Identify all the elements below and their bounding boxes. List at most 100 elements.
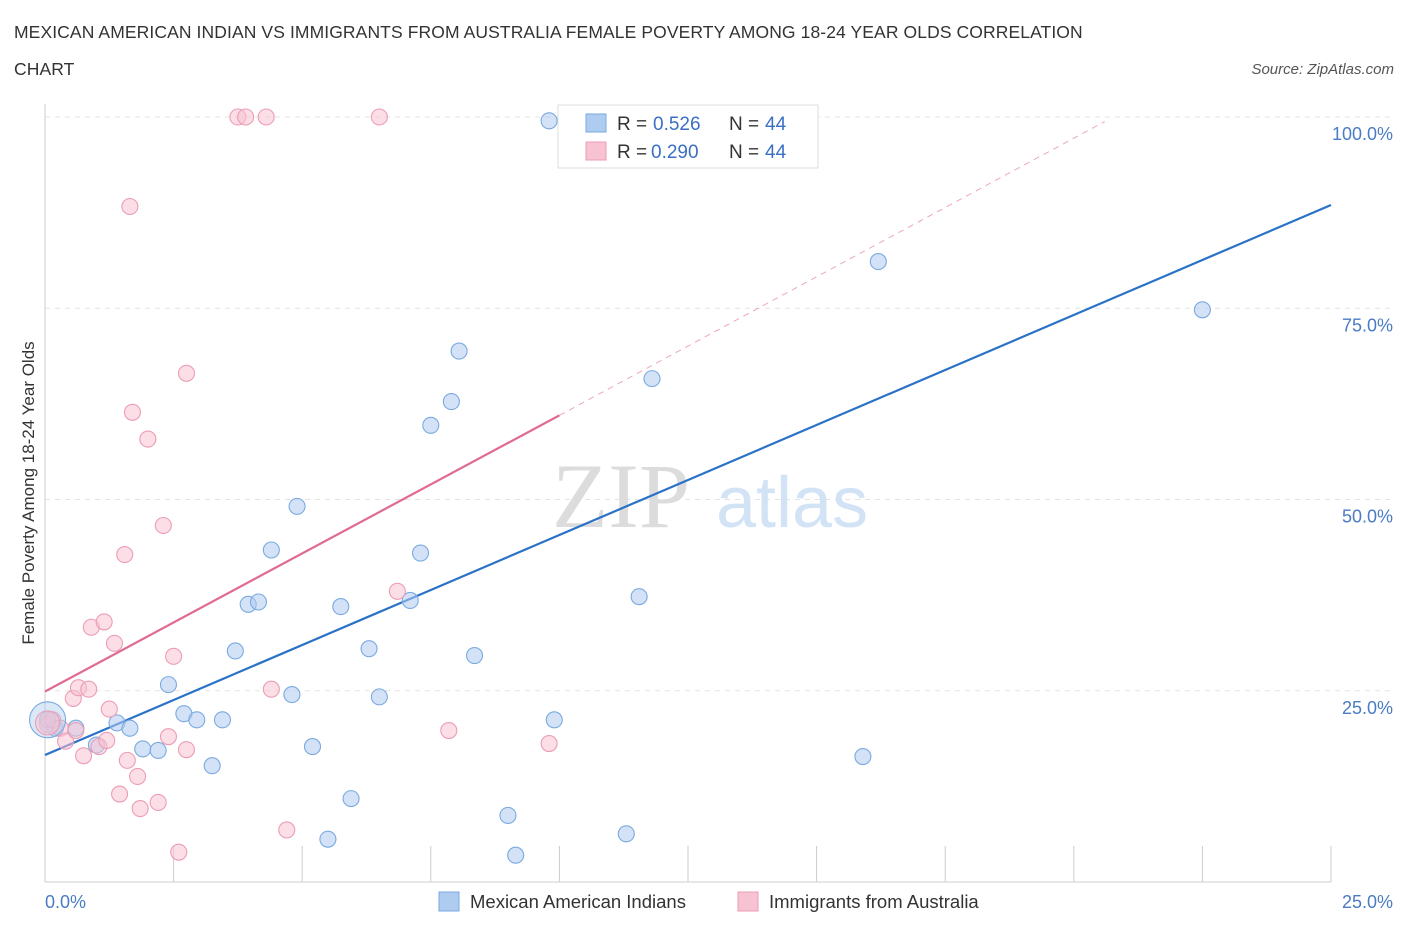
watermark-atlas: atlas bbox=[716, 463, 868, 543]
legend-swatch-immigrants-from-australia bbox=[737, 891, 759, 912]
point-immigrants-from-australia bbox=[370, 108, 388, 126]
point-mexican-american-indians bbox=[159, 676, 178, 694]
stats-legend-pink-swatch bbox=[585, 141, 607, 161]
point-immigrants-from-australia bbox=[159, 728, 178, 746]
point-mexican-american-indians bbox=[249, 593, 268, 611]
point-immigrants-from-australia bbox=[100, 700, 118, 718]
x-tick-labels: 0.0% 25.0% bbox=[45, 892, 1393, 912]
stats-legend-row-pink: R = 0.290 N = 44 bbox=[585, 141, 787, 163]
point-mexican-american-indians bbox=[450, 342, 468, 360]
series-legend: Mexican American Indians Immigrants from… bbox=[438, 891, 979, 912]
point-immigrants-from-australia bbox=[177, 741, 196, 759]
point-immigrants-from-australia bbox=[95, 613, 113, 631]
point-immigrants-from-australia bbox=[540, 734, 558, 753]
point-immigrants-from-australia bbox=[170, 843, 188, 861]
legend-swatch-mexican-american-indians bbox=[438, 891, 460, 912]
point-mexican-american-indians bbox=[545, 711, 563, 729]
x-tick-label-start: 0.0% bbox=[45, 892, 86, 912]
point-immigrants-from-australia bbox=[257, 108, 275, 126]
point-mexican-american-indians bbox=[332, 598, 350, 616]
trendline-mexican-american-indians bbox=[44, 203, 1332, 757]
point-mexican-american-indians bbox=[422, 416, 440, 434]
point-mexican-american-indians bbox=[507, 846, 525, 864]
trendline-immigrants-from-australia-extension bbox=[559, 121, 1105, 416]
point-immigrants-from-australia bbox=[440, 721, 458, 740]
point-mexican-american-indians bbox=[319, 830, 337, 848]
point-mexican-american-indians bbox=[643, 370, 661, 388]
y-tick-label: 25.0% bbox=[1342, 698, 1393, 718]
axes bbox=[44, 104, 1332, 883]
stats-legend: R = 0.526 N = 44 R = 0.290 N = 44 bbox=[557, 104, 819, 169]
point-immigrants-from-australia bbox=[80, 680, 98, 698]
point-immigrants-from-australia bbox=[116, 546, 134, 564]
stats-legend-blue-r-value: 0.526 bbox=[653, 114, 701, 135]
point-immigrants-from-australia bbox=[105, 634, 123, 652]
stats-legend-row-blue: R = 0.526 N = 44 bbox=[585, 113, 787, 135]
point-mexican-american-indians bbox=[262, 541, 280, 559]
point-mexican-american-indians bbox=[869, 253, 887, 271]
point-immigrants-from-australia bbox=[118, 751, 136, 769]
point-immigrants-from-australia bbox=[57, 732, 75, 750]
legend-label-mexican-american-indians: Mexican American Indians bbox=[470, 891, 686, 912]
point-mexican-american-indians bbox=[360, 640, 378, 658]
point-mexican-american-indians bbox=[283, 686, 301, 704]
point-mexican-american-indians bbox=[465, 647, 484, 665]
point-mexican-american-indians bbox=[149, 741, 167, 759]
point-mexican-american-indians bbox=[442, 393, 460, 411]
y-tick-label: 50.0% bbox=[1342, 507, 1393, 527]
y-tick-label: 100.0% bbox=[1332, 124, 1393, 144]
y-tick-labels: 100.0% 75.0% 50.0% 25.0% bbox=[1332, 124, 1393, 718]
chart-title-line-2: CHART bbox=[14, 59, 75, 79]
point-immigrants-from-australia bbox=[129, 767, 147, 785]
point-mexican-american-indians bbox=[854, 747, 872, 766]
point-immigrants-from-australia bbox=[121, 197, 139, 216]
y-tick-label: 75.0% bbox=[1342, 315, 1393, 335]
point-immigrants-from-australia bbox=[237, 108, 255, 126]
watermark: ZIP atlas bbox=[552, 445, 868, 547]
point-mexican-american-indians bbox=[617, 825, 635, 843]
trend-lines bbox=[44, 121, 1332, 757]
point-mexican-american-indians bbox=[213, 711, 232, 729]
point-immigrants-from-australia bbox=[139, 430, 157, 448]
point-mexican-american-indians bbox=[370, 688, 388, 706]
point-mexican-american-indians bbox=[134, 740, 152, 758]
point-mexican-american-indians bbox=[1193, 301, 1211, 319]
point-immigrants-from-australia bbox=[177, 364, 196, 382]
point-immigrants-from-australia bbox=[123, 403, 141, 421]
stats-legend-blue-n-label: N = bbox=[729, 114, 759, 135]
stats-legend-pink-n-label: N = bbox=[729, 142, 759, 163]
stats-legend-pink-n-value: 44 bbox=[765, 142, 787, 163]
chart-title-line-1: MEXICAN AMERICAN INDIAN VS IMMIGRANTS FR… bbox=[14, 22, 1083, 42]
point-immigrants-from-australia bbox=[262, 680, 280, 698]
legend-label-immigrants-from-australia: Immigrants from Australia bbox=[769, 891, 979, 912]
point-immigrants-from-australia bbox=[111, 785, 129, 803]
point-immigrants-from-australia bbox=[98, 731, 116, 750]
point-mexican-american-indians bbox=[288, 497, 306, 515]
point-mexican-american-indians bbox=[188, 711, 206, 729]
point-mexican-american-indians bbox=[401, 591, 419, 610]
point-immigrants-from-australia bbox=[75, 747, 93, 765]
point-immigrants-from-australia bbox=[278, 821, 296, 839]
point-immigrants-from-australia bbox=[67, 721, 85, 740]
stats-legend-blue-swatch bbox=[585, 113, 607, 133]
point-mexican-american-indians bbox=[226, 642, 244, 660]
stats-legend-pink-r-label: R = bbox=[617, 142, 647, 163]
point-mexican-american-indians bbox=[342, 790, 360, 808]
stats-legend-pink-r-value: 0.290 bbox=[651, 142, 699, 163]
point-mexican-american-indians bbox=[540, 112, 558, 130]
point-mexican-american-indians bbox=[121, 719, 139, 737]
chart-title: MEXICAN AMERICAN INDIAN VS IMMIGRANTS FR… bbox=[14, 20, 1174, 82]
point-mexican-american-indians bbox=[411, 544, 430, 562]
point-immigrants-from-australia bbox=[131, 800, 149, 818]
point-mexican-american-indians bbox=[499, 806, 517, 824]
x-tick-label-end: 25.0% bbox=[1342, 892, 1393, 912]
source-credit: Source: ZipAtlas.com bbox=[1251, 61, 1394, 78]
y-axis-label: Female Poverty Among 18-24 Year Olds bbox=[19, 341, 38, 644]
watermark-zip: ZIP bbox=[552, 445, 690, 547]
point-immigrants-from-australia bbox=[388, 582, 406, 600]
point-mexican-american-indians bbox=[303, 738, 322, 756]
point-mexican-american-indians bbox=[630, 588, 648, 606]
point-immigrants-from-australia bbox=[165, 647, 183, 665]
point-immigrants-from-australia bbox=[154, 516, 172, 535]
